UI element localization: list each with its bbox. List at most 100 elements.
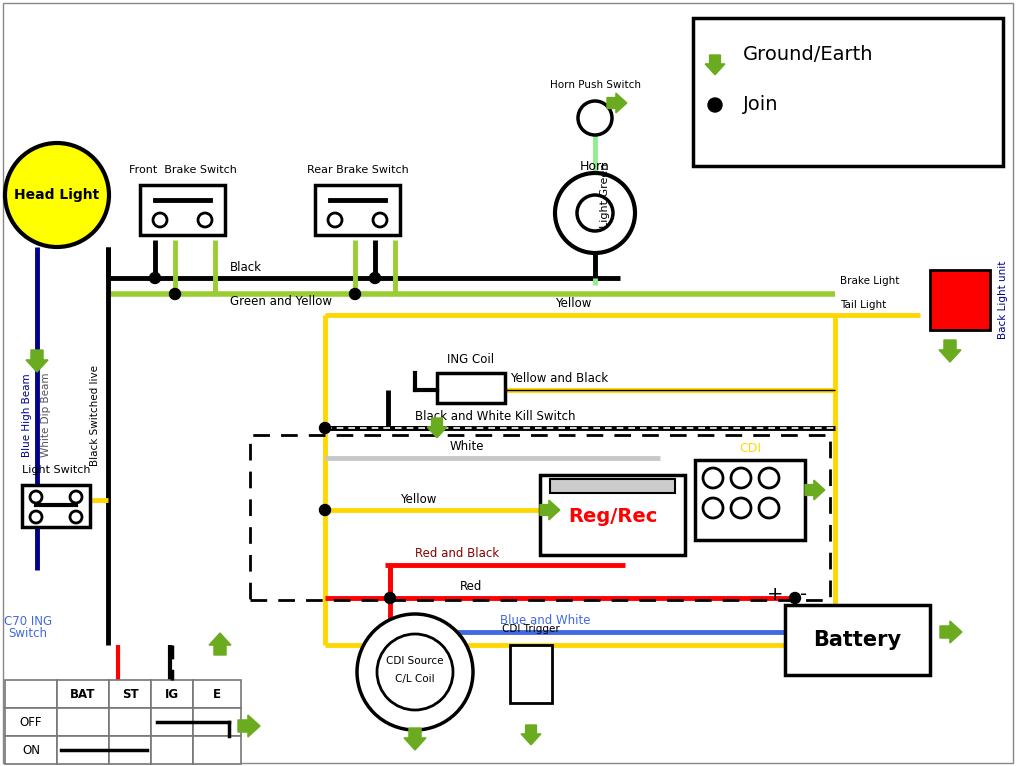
Polygon shape [427, 418, 446, 438]
Polygon shape [939, 340, 961, 362]
Circle shape [369, 273, 380, 283]
Circle shape [328, 213, 342, 227]
Circle shape [703, 498, 723, 518]
Text: Battery: Battery [814, 630, 901, 650]
Text: Switch: Switch [8, 627, 48, 640]
Circle shape [319, 423, 331, 434]
Text: E: E [213, 688, 221, 700]
Text: IG: IG [165, 688, 179, 700]
Polygon shape [26, 350, 48, 372]
Text: Horn Push Switch: Horn Push Switch [549, 80, 641, 90]
Bar [140, 185, 225, 235]
Bar [151, 680, 193, 708]
Bar [540, 475, 685, 555]
Circle shape [759, 498, 779, 518]
Bar [930, 270, 990, 330]
Text: Red and Black: Red and Black [415, 547, 499, 560]
Circle shape [319, 505, 331, 516]
Circle shape [731, 498, 751, 518]
Bar [695, 460, 805, 540]
Circle shape [70, 491, 82, 503]
Circle shape [70, 511, 82, 523]
Circle shape [384, 592, 396, 604]
Text: Horn: Horn [580, 160, 610, 173]
Text: ON: ON [22, 744, 40, 757]
Bar [57, 736, 109, 764]
Polygon shape [940, 621, 962, 643]
Bar [315, 185, 400, 235]
Text: Head Light: Head Light [14, 188, 100, 202]
Circle shape [703, 468, 723, 488]
Circle shape [708, 98, 722, 112]
Text: Ground/Earth: Ground/Earth [743, 45, 874, 64]
Polygon shape [404, 728, 426, 750]
Text: ING Coil: ING Coil [447, 353, 494, 366]
Text: Back Light unit: Back Light unit [998, 260, 1008, 339]
Circle shape [731, 468, 751, 488]
Circle shape [198, 213, 212, 227]
Text: BAT: BAT [70, 688, 96, 700]
Text: -: - [800, 585, 807, 604]
Bar [550, 479, 675, 493]
Bar [22, 485, 89, 527]
Circle shape [357, 614, 473, 730]
Text: Rear Brake Switch: Rear Brake Switch [306, 165, 409, 175]
Text: White Dip Beam: White Dip Beam [41, 373, 51, 457]
Text: Red: Red [460, 580, 482, 593]
Text: ST: ST [122, 688, 138, 700]
Text: Black Switched live: Black Switched live [89, 365, 100, 466]
Polygon shape [705, 55, 725, 75]
Polygon shape [540, 500, 559, 520]
Bar [5, 736, 57, 764]
Text: C/L Coil: C/L Coil [396, 674, 435, 684]
Text: Yellow: Yellow [400, 493, 436, 506]
Bar [193, 708, 241, 736]
Bar [250, 435, 830, 600]
Text: Black and White Kill Switch: Black and White Kill Switch [415, 410, 576, 423]
Polygon shape [805, 480, 825, 500]
Circle shape [577, 195, 613, 231]
Circle shape [350, 289, 360, 300]
Text: Yellow and Black: Yellow and Black [510, 372, 608, 385]
Text: Yellow: Yellow [555, 297, 591, 310]
Circle shape [153, 213, 167, 227]
Circle shape [149, 273, 161, 283]
Text: Tail Light: Tail Light [840, 300, 886, 310]
Text: Brake Light: Brake Light [840, 276, 899, 286]
Bar [5, 708, 57, 736]
Bar [151, 708, 193, 736]
Bar [510, 645, 552, 703]
Text: C70 ING: C70 ING [4, 615, 52, 628]
Text: Black: Black [230, 261, 262, 274]
Circle shape [170, 289, 180, 300]
Polygon shape [521, 725, 541, 745]
Text: CDI Source: CDI Source [386, 656, 443, 666]
Text: Green and Yellow: Green and Yellow [230, 295, 332, 308]
Text: Front  Brake Switch: Front Brake Switch [128, 165, 236, 175]
Bar [193, 736, 241, 764]
Circle shape [29, 511, 42, 523]
Circle shape [373, 213, 387, 227]
Bar [193, 680, 241, 708]
Text: Light Green: Light Green [600, 162, 610, 228]
Bar [437, 373, 505, 403]
Circle shape [377, 634, 453, 710]
Text: OFF: OFF [19, 715, 43, 728]
Text: Join: Join [743, 96, 778, 114]
Circle shape [5, 143, 109, 247]
Circle shape [789, 592, 800, 604]
Bar [109, 680, 151, 708]
Polygon shape [607, 93, 626, 113]
Bar [785, 605, 930, 675]
Polygon shape [238, 715, 260, 737]
Bar [109, 708, 151, 736]
Circle shape [29, 491, 42, 503]
Polygon shape [210, 633, 231, 655]
Text: Reg/Rec: Reg/Rec [567, 508, 657, 526]
Text: Blue High Beam: Blue High Beam [22, 373, 32, 457]
Text: +: + [767, 585, 783, 604]
Text: Light Switch: Light Switch [21, 465, 91, 475]
Bar [151, 736, 193, 764]
Bar [5, 680, 57, 708]
Text: Blue and White: Blue and White [500, 614, 591, 627]
